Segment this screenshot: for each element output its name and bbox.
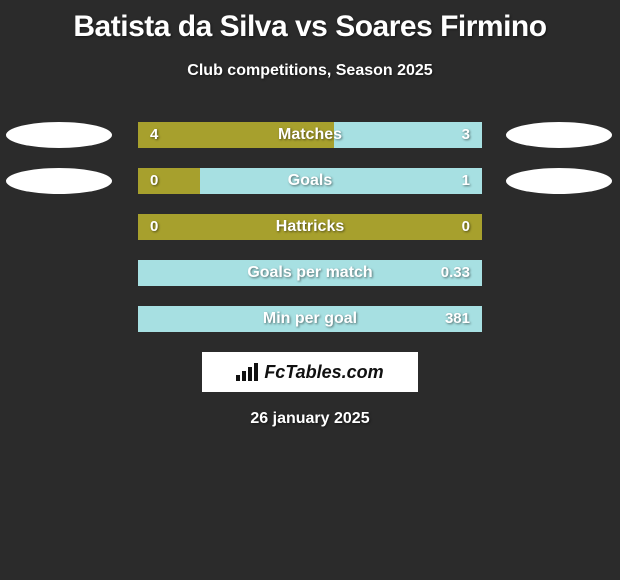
player-right-oval (506, 168, 612, 194)
stat-label: Goals per match (247, 260, 372, 286)
stat-rows: 4 Matches 3 0 Goals 1 0 Hattricks 0 Goals per mat… (0, 122, 620, 332)
page-title: Batista da Silva vs Soares Firmino (0, 0, 620, 44)
stat-row: 0 Hattricks 0 (0, 214, 620, 240)
stat-value-right: 3 (462, 122, 470, 148)
stat-row: Goals per match 0.33 (0, 260, 620, 286)
stat-bar: 0 Hattricks 0 (138, 214, 482, 240)
stat-row: 0 Goals 1 (0, 168, 620, 194)
bar-left-fill (138, 168, 200, 194)
stat-label: Min per goal (263, 306, 357, 332)
bar-right-fill (334, 122, 482, 148)
stat-value-left: 0 (150, 168, 158, 194)
stat-value-right: 0.33 (441, 260, 470, 286)
date-text: 26 january 2025 (0, 410, 620, 428)
stat-value-right: 0 (462, 214, 470, 240)
stat-row: Min per goal 381 (0, 306, 620, 332)
player-left-oval (6, 168, 112, 194)
stat-value-right: 381 (445, 306, 470, 332)
stat-bar: 4 Matches 3 (138, 122, 482, 148)
stat-value-left: 0 (150, 214, 158, 240)
stat-label: Hattricks (276, 214, 344, 240)
stat-bar: 0 Goals 1 (138, 168, 482, 194)
bar-right-fill (200, 168, 482, 194)
stat-bar: Min per goal 381 (138, 306, 482, 332)
subtitle: Club competitions, Season 2025 (0, 62, 620, 80)
stat-label: Matches (278, 122, 342, 148)
player-left-oval (6, 122, 112, 148)
stat-value-left: 4 (150, 122, 158, 148)
stat-value-right: 1 (462, 168, 470, 194)
stat-bar: Goals per match 0.33 (138, 260, 482, 286)
brand-text: FcTables.com (264, 362, 383, 383)
stat-row: 4 Matches 3 (0, 122, 620, 148)
brand-badge: FcTables.com (202, 352, 418, 392)
bar-chart-icon (236, 363, 258, 381)
player-right-oval (506, 122, 612, 148)
stat-label: Goals (288, 168, 332, 194)
